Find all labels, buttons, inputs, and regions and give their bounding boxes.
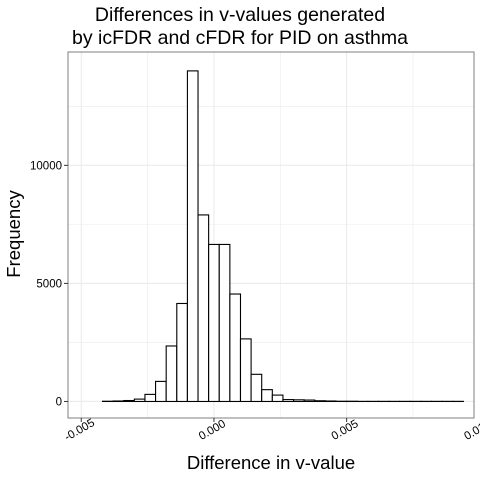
histogram-bar [186, 70, 199, 403]
chart-title-line-2: by icFDR and cFDR for PID on asthma [72, 27, 408, 49]
histogram-bar [218, 243, 231, 403]
x-tick-label: 0.000 [197, 418, 228, 443]
histogram-bar [176, 302, 188, 403]
histogram-bar [208, 243, 220, 403]
x-axis-label: Difference in v-value [186, 452, 356, 473]
x-tick-label: 0.010 [462, 418, 480, 443]
histogram-bar [144, 393, 157, 403]
histogram-bar [123, 399, 135, 403]
grid-lines [68, 52, 474, 418]
histogram-bar [314, 400, 326, 403]
chart-title-line-1: Differences in v-values generated [94, 4, 386, 26]
histogram-bar [197, 214, 210, 403]
panel-border [67, 51, 475, 419]
histogram-bars [101, 70, 464, 403]
histogram-bar [271, 394, 284, 403]
histogram-bar [303, 399, 316, 403]
x-tick-label: -0.005 [63, 417, 97, 444]
histogram-bar [293, 399, 305, 403]
histogram-bar [229, 293, 242, 403]
histogram-bar [133, 398, 146, 403]
x-tick-label: 0.005 [330, 418, 361, 443]
histogram-bar [282, 399, 295, 403]
histogram-bar [261, 389, 273, 403]
y-tick-label: 0 [56, 396, 62, 408]
y-tick-label: 5000 [36, 278, 62, 290]
histogram-bar [155, 380, 167, 403]
histogram-bar [250, 373, 263, 403]
histogram-bar [239, 338, 252, 403]
y-tick-label: 10000 [30, 160, 62, 172]
histogram-bar [165, 345, 178, 403]
y-axis-label: Frequency [3, 190, 24, 278]
